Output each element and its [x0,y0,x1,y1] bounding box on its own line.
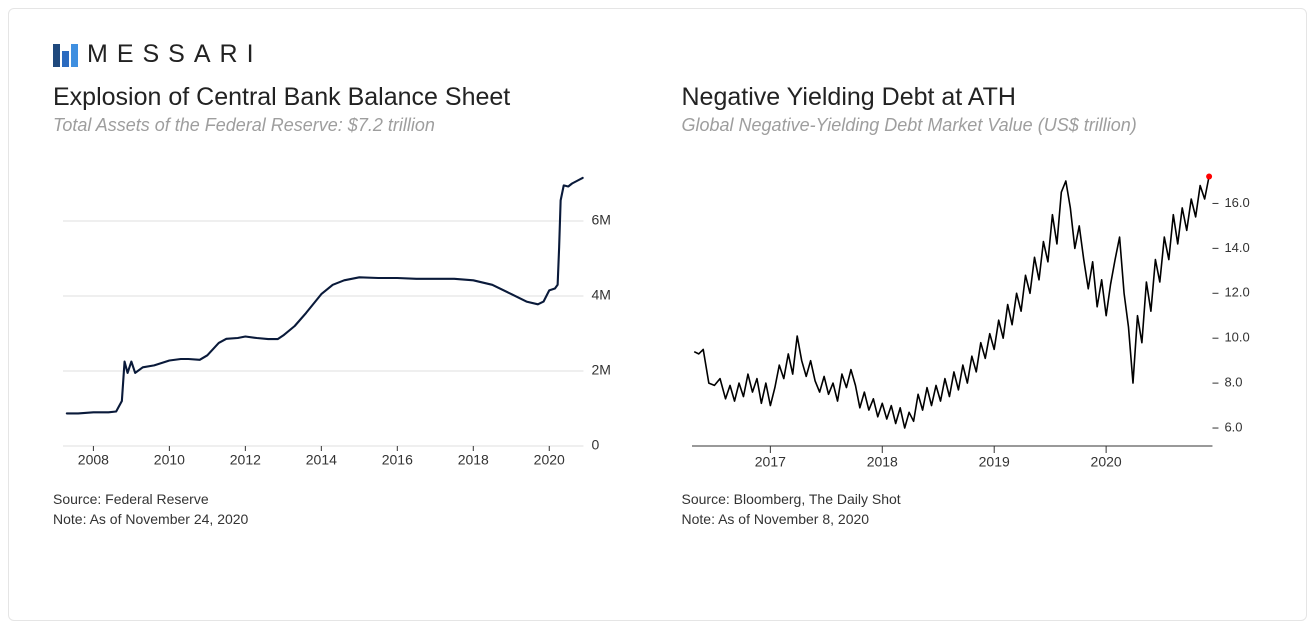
svg-text:12.0: 12.0 [1224,285,1249,300]
right-chart-subtitle: Global Negative-Yielding Debt Market Val… [682,114,1263,137]
svg-text:2017: 2017 [754,453,785,469]
brand-row: MESSARI [53,39,1262,69]
left-panel: Explosion of Central Bank Balance Sheet … [53,83,634,529]
svg-text:2008: 2008 [78,451,109,467]
left-chart-subtitle: Total Assets of the Federal Reserve: $7.… [53,114,634,137]
svg-text:4M: 4M [591,287,610,303]
left-chart-source: Source: Federal Reserve Note: As of Nove… [53,490,634,529]
svg-text:0: 0 [591,437,599,453]
svg-text:2020: 2020 [1090,453,1121,469]
svg-text:6M: 6M [591,212,610,228]
left-chart-plot: 0 2M 4M 6M 2008 2010 2012 2014 2016 2018 2020 [53,166,634,476]
brand-name: MESSARI [87,40,263,69]
right-chart-plot: 2017 2018 2019 2020 6.0 8.0 10.0 12.0 14.0 16.0 [682,166,1263,476]
charts-row: Explosion of Central Bank Balance Sheet … [53,83,1262,529]
svg-text:10.0: 10.0 [1224,330,1249,345]
right-source-line1: Source: Bloomberg, The Daily Shot [682,490,1263,510]
chart-card: MESSARI Explosion of Central Bank Balanc… [8,8,1307,621]
svg-text:16.0: 16.0 [1224,195,1249,210]
messari-logo-icon [53,39,79,69]
left-source-line2: Note: As of November 24, 2020 [53,510,634,530]
right-chart-source: Source: Bloomberg, The Daily Shot Note: … [682,490,1263,529]
svg-text:2018: 2018 [458,451,489,467]
svg-text:2M: 2M [591,362,610,378]
svg-text:2014: 2014 [306,451,337,467]
svg-text:2010: 2010 [154,451,185,467]
right-chart-title: Negative Yielding Debt at ATH [682,83,1263,112]
svg-text:2020: 2020 [534,451,565,467]
svg-text:2018: 2018 [866,453,897,469]
right-source-line2: Note: As of November 8, 2020 [682,510,1263,530]
left-source-line1: Source: Federal Reserve [53,490,634,510]
left-chart-title: Explosion of Central Bank Balance Sheet [53,83,634,112]
svg-text:8.0: 8.0 [1224,375,1242,390]
svg-text:14.0: 14.0 [1224,240,1249,255]
svg-text:2016: 2016 [382,451,413,467]
right-panel: Negative Yielding Debt at ATH Global Neg… [682,83,1263,529]
svg-text:6.0: 6.0 [1224,419,1242,434]
svg-text:2019: 2019 [978,453,1009,469]
svg-text:2012: 2012 [230,451,261,467]
